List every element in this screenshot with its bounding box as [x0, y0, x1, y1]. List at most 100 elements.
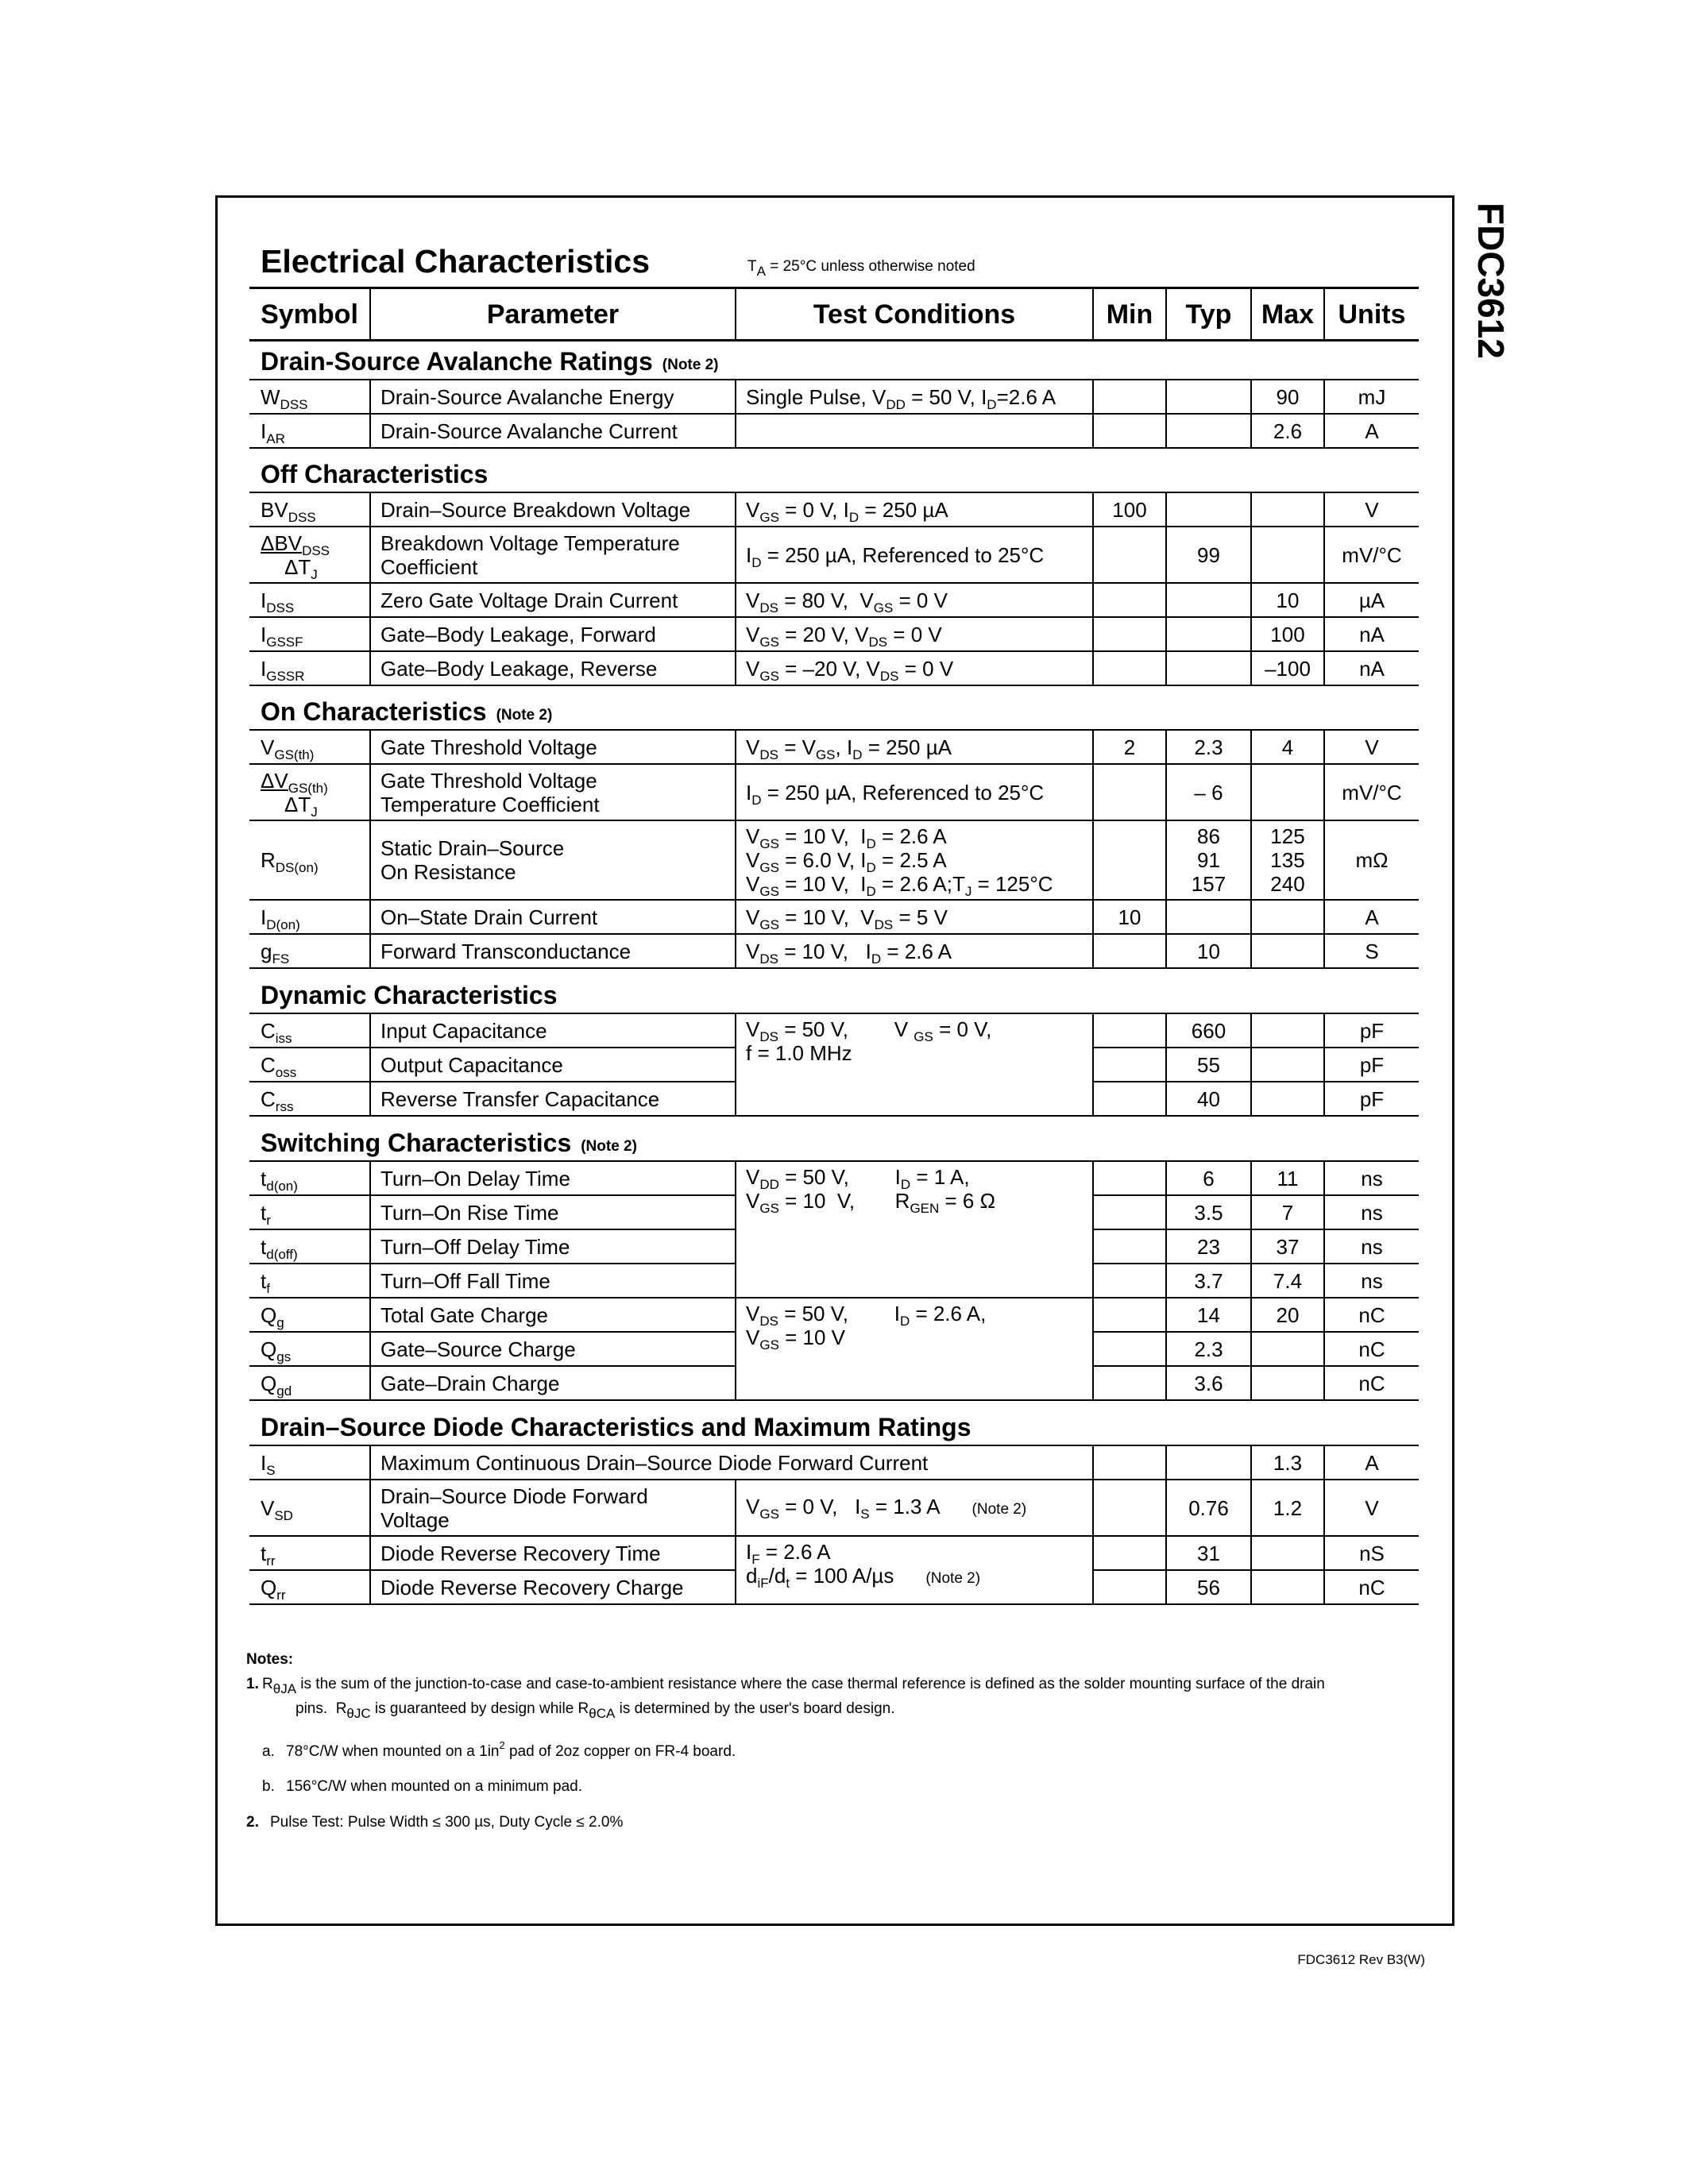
cell-text: trr	[261, 1542, 276, 1568]
cell-text: VGS = 0 V, IS = 1.3 A (Note 2)	[746, 1495, 1026, 1522]
section-heading: Off Characteristics	[249, 449, 1419, 493]
text: 78°C/W when mounted on a 1in	[286, 1743, 500, 1760]
subscript: D	[871, 951, 882, 967]
max-value: 1.2	[1252, 1480, 1325, 1537]
test-conditions: VGS = 20 V, VDS = 0 V	[736, 618, 1094, 652]
typ-value: 660	[1167, 1014, 1252, 1048]
cell-text: Turn–On Rise Time	[380, 1200, 559, 1225]
subscript: r	[266, 1212, 271, 1228]
subscript: d(on)	[266, 1178, 298, 1194]
typ-value: 2.3	[1167, 1333, 1252, 1367]
subscript: GS	[815, 747, 836, 762]
subscript: DS	[759, 747, 778, 762]
section-title: Dynamic Characteristics	[261, 981, 558, 1009]
page-frame	[215, 195, 1454, 1926]
cell-text: ID = 250 µA, Referenced to 25°C	[746, 780, 1045, 807]
min-value	[1094, 527, 1167, 584]
parameter: Diode Reverse Recovery Time	[371, 1537, 736, 1571]
text: = 2.5 A	[875, 848, 947, 872]
test-conditions: VDS = 10 V, ID = 2.6 A	[736, 935, 1094, 969]
parameter: Gate–Body Leakage, Forward	[371, 618, 736, 652]
text: = –20 V, V	[778, 656, 880, 681]
typ-value: 10	[1167, 935, 1252, 969]
cell-text: A	[1365, 905, 1379, 929]
text: = 0 V	[893, 588, 948, 612]
test-conditions: VGS = 10 V, ID = 2.6 A VGS = 6.0 V, ID = …	[736, 821, 1094, 901]
symbol: tr	[249, 1196, 371, 1230]
symbol: BVDSS	[249, 493, 371, 527]
text-line: ΔBVDSS	[261, 531, 330, 558]
cell-text: Gate Threshold Voltage	[380, 735, 597, 759]
min-value	[1094, 1298, 1167, 1333]
cell-text: Input Capacitance	[380, 1018, 547, 1043]
subscript: S	[860, 1506, 870, 1522]
subscript: D	[866, 884, 876, 899]
cell-text: 7	[1281, 1200, 1294, 1225]
cell-text: Qrr	[261, 1576, 286, 1602]
max-value	[1252, 1082, 1325, 1117]
text: = 250 µA, Referenced to 25°C	[761, 780, 1045, 805]
cell-text: ns	[1361, 1200, 1383, 1225]
max-value: 7.4	[1252, 1264, 1325, 1298]
text-line: VGS = 10 V, ID = 2.6 A;TJ = 125°C	[746, 872, 1053, 899]
max-value	[1252, 1048, 1325, 1082]
min-value	[1094, 380, 1167, 415]
cell-text: pF	[1359, 1086, 1385, 1111]
units-value: mΩ	[1325, 821, 1419, 901]
min-value	[1094, 1162, 1167, 1196]
cell-text: VSD	[261, 1496, 293, 1522]
units-value: nC	[1325, 1367, 1419, 1401]
section-title: Off Characteristics	[261, 460, 489, 488]
parameter: Maximum Continuous Drain–Source Diode Fo…	[371, 1446, 1094, 1480]
cell-text: mV/°C	[1342, 780, 1402, 805]
cell-text: 1.2	[1273, 1495, 1303, 1520]
max-value	[1252, 527, 1325, 584]
text: = 50 V, V	[778, 1017, 914, 1041]
subscript: DS	[759, 1314, 778, 1329]
typ-value: 99	[1167, 527, 1252, 584]
cell-text: Static Drain–Source On Resistance	[380, 836, 564, 884]
cell-text: tf	[261, 1269, 270, 1295]
cell-text: Coss	[261, 1053, 296, 1079]
cell-text: Gate–Source Charge	[380, 1337, 576, 1361]
text: I	[261, 419, 267, 443]
cell-text: Reverse Transfer Capacitance	[380, 1086, 660, 1111]
text: is the sum of the junction-to-case and c…	[296, 1676, 1325, 1692]
max-value: 37	[1252, 1230, 1325, 1264]
text: = 25°C unless otherwise noted	[765, 258, 975, 275]
units-value: S	[1325, 935, 1419, 969]
subscript: d(off)	[266, 1246, 298, 1262]
text-line: pins. RθJC is guaranteed by design while…	[262, 1696, 1325, 1721]
units-value: nC	[1325, 1298, 1419, 1333]
cell-text: 40	[1197, 1086, 1220, 1111]
cell-text: IAR	[261, 419, 285, 446]
units-value: ns	[1325, 1264, 1419, 1298]
column-header: Typ	[1167, 287, 1252, 341]
cell-text: nC	[1358, 1575, 1385, 1599]
typ-value: 40	[1167, 1082, 1252, 1117]
min-value	[1094, 765, 1167, 821]
note-label: 1.	[246, 1676, 259, 1692]
symbol: Qgs	[249, 1333, 371, 1367]
typ-value: 3.6	[1167, 1367, 1252, 1401]
max-value	[1252, 1014, 1325, 1048]
text: Single Pulse, V	[746, 384, 886, 409]
text-line: VGS = 10 V, ID = 2.6 A	[746, 824, 1053, 851]
symbol: Crss	[249, 1082, 371, 1117]
parameter: Reverse Transfer Capacitance	[371, 1082, 736, 1117]
min-value	[1094, 1333, 1167, 1367]
cell-text: S	[1365, 939, 1379, 963]
text: t	[261, 1234, 267, 1259]
max-value	[1252, 765, 1325, 821]
text: I	[261, 905, 267, 929]
subscript: DS	[879, 668, 899, 684]
cell-text: 2	[1123, 735, 1136, 759]
max-value	[1252, 1367, 1325, 1401]
cell-text: 6	[1203, 1166, 1215, 1190]
text: I	[746, 1540, 752, 1564]
text: = 2.6 A	[875, 824, 947, 848]
cell-text: Maximum Continuous Drain–Source Diode Fo…	[380, 1450, 929, 1475]
subscript: GSSF	[266, 634, 303, 650]
text-line: RθJA is the sum of the junction-to-case …	[262, 1672, 1325, 1696]
